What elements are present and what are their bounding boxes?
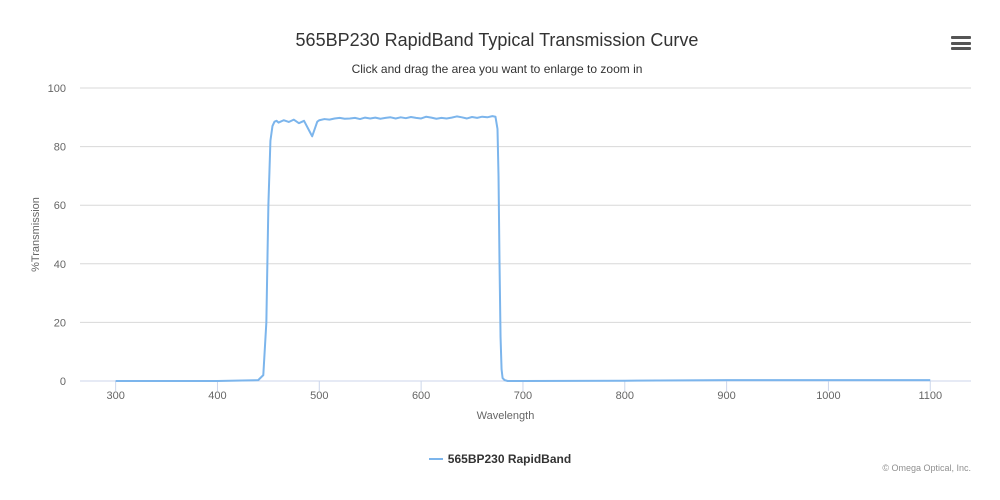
menu-bar bbox=[951, 41, 971, 45]
menu-bar bbox=[951, 36, 971, 39]
y-tick-label: 20 bbox=[54, 317, 66, 329]
hamburger-menu-icon[interactable] bbox=[951, 36, 971, 54]
menu-bar bbox=[951, 47, 971, 50]
x-tick-label: 500 bbox=[310, 390, 328, 402]
chart-subtitle: Click and drag the area you want to enla… bbox=[351, 62, 643, 76]
chart-title: 565BP230 RapidBand Typical Transmission … bbox=[295, 30, 699, 50]
y-tick-label: 60 bbox=[54, 200, 66, 212]
legend-label: 565BP230 RapidBand bbox=[447, 452, 572, 466]
y-tick-label: 80 bbox=[54, 142, 66, 154]
legend-swatch bbox=[428, 458, 443, 460]
y-tick-label: 40 bbox=[54, 259, 66, 271]
y-axis-title: %Transmission bbox=[30, 197, 42, 272]
credits[interactable]: © Omega Optical, Inc. bbox=[882, 463, 971, 473]
y-tick-label: 100 bbox=[48, 83, 66, 95]
x-tick-label: 400 bbox=[208, 390, 226, 402]
x-axis-title: Wavelength bbox=[477, 410, 535, 422]
y-tick-label: 0 bbox=[60, 376, 66, 388]
x-tick-label: 900 bbox=[717, 390, 735, 402]
x-tick-label: 1100 bbox=[918, 390, 942, 402]
x-tick-label: 700 bbox=[514, 390, 532, 402]
series-line[interactable] bbox=[115, 115, 931, 382]
x-tick-label: 1000 bbox=[816, 390, 840, 402]
x-tick-label: 800 bbox=[616, 390, 634, 402]
x-tick-label: 600 bbox=[412, 390, 430, 402]
legend-item-565bp230-rapidband[interactable]: 565BP230 RapidBand bbox=[428, 452, 572, 466]
x-tick-label: 300 bbox=[106, 390, 124, 402]
legend: 565BP230 RapidBand bbox=[0, 449, 1000, 466]
